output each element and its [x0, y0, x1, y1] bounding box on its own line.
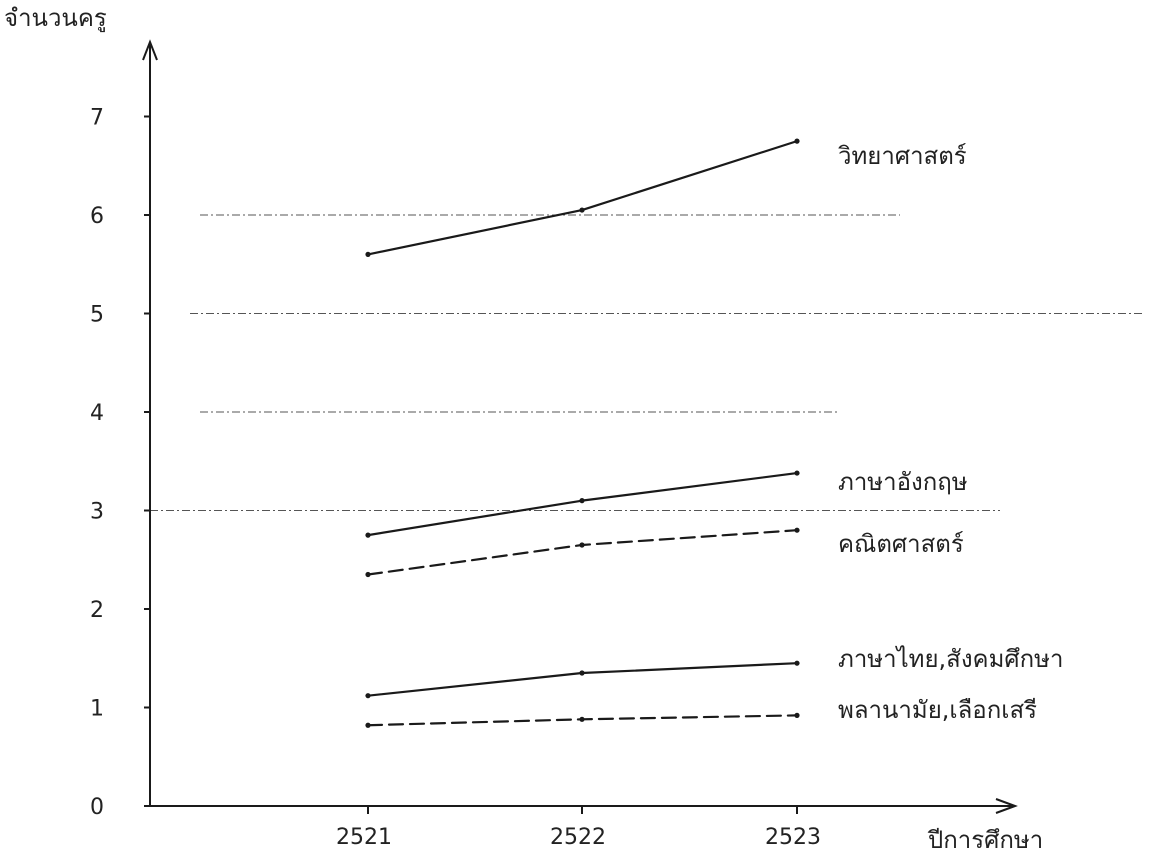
series-line	[366, 662, 799, 697]
x-tick-label: 2523	[765, 825, 821, 850]
x-tick-label: 2522	[550, 825, 606, 850]
y-tick-label: 1	[90, 697, 104, 722]
data-point	[579, 542, 585, 548]
series-label: คณิตศาสตร์	[838, 530, 964, 558]
data-point	[794, 470, 800, 476]
y-tick-label: 5	[90, 303, 104, 328]
y-tick-label: 4	[90, 401, 104, 426]
y-axis-arrow-icon	[142, 39, 158, 61]
x-axis-title: ปีการศึกษา	[927, 826, 1043, 854]
y-tick-label: 2	[90, 598, 104, 623]
series-label: พลานามัย,เลือกเสรี	[838, 696, 1037, 724]
series-label: วิทยาศาสตร์	[837, 142, 966, 170]
data-point	[794, 138, 800, 144]
y-axis-title: จำนวนครู	[4, 4, 107, 33]
x-tick-label: 2521	[336, 825, 392, 850]
data-point	[579, 716, 585, 722]
data-point	[794, 712, 800, 718]
data-point	[365, 722, 371, 728]
data-point	[365, 251, 371, 257]
series-line	[366, 140, 799, 256]
x-tick-labels: 2521 2522 2523	[336, 806, 821, 850]
series-label: ภาษาไทย,สังคมศึกษา	[838, 645, 1063, 673]
series-label: ภาษาอังกฤษ	[838, 468, 968, 496]
series-labels: วิทยาศาสตร์ภาษาอังกฤษคณิตศาสตร์ภาษาไทย,ส…	[837, 142, 1063, 724]
data-point	[794, 527, 800, 533]
series-line	[366, 471, 799, 537]
y-tick-label: 6	[90, 204, 104, 229]
data-point	[365, 532, 371, 538]
data-point	[365, 693, 371, 699]
series-lines	[365, 138, 800, 728]
grid-lines	[150, 214, 1145, 511]
y-tick-label: 0	[90, 795, 104, 820]
data-point	[579, 207, 585, 213]
y-tick-label: 7	[90, 106, 104, 131]
data-point	[365, 571, 371, 578]
data-point	[579, 498, 585, 504]
data-point	[794, 660, 800, 666]
x-axis-arrow-icon	[995, 798, 1018, 814]
series-line	[366, 529, 799, 576]
y-tick-label: 3	[90, 500, 104, 525]
data-point	[579, 670, 585, 676]
y-tick-labels: 0 1 2 3 4 5 6 7	[90, 106, 150, 820]
